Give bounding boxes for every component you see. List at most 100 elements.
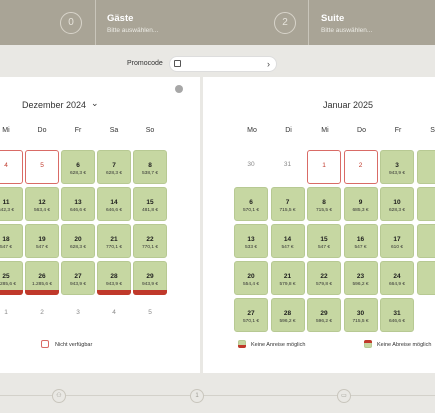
calendar-day[interactable]: 27 570,1 €: [234, 298, 268, 332]
calendar-day[interactable]: 16 547 €: [343, 224, 378, 258]
calendar-day[interactable]: 1: [307, 150, 341, 184]
calendar-day[interactable]: 13 533 €: [234, 224, 268, 258]
calendar-day[interactable]: 20 554,4 €: [234, 261, 268, 295]
day-number: 14: [110, 199, 118, 206]
calendar-day[interactable]: 30 715,5 €: [343, 298, 378, 332]
calendar-day[interactable]: 19 547 €: [25, 224, 59, 258]
day-price: 646,6 €: [105, 208, 122, 213]
step-suite[interactable]: Suite Bitte auswählen...: [309, 0, 435, 45]
calendar-day[interactable]: 28 596,2 €: [270, 298, 305, 332]
promocode-input[interactable]: ›: [169, 56, 277, 72]
day-number: 20: [74, 236, 82, 243]
calendar-day: 2: [25, 298, 59, 332]
calendar-day[interactable]: 12 563,4 €: [25, 187, 59, 221]
weekday-label: So: [145, 127, 155, 134]
calendar-day[interactable]: 28 943,9 €: [97, 261, 131, 295]
calendar-day[interactable]: 17 610 €: [380, 224, 414, 258]
step-guests[interactable]: Gäste Bitte auswählen... 2: [96, 0, 308, 45]
day-number: 13: [74, 199, 82, 206]
day-price: 664,9 €: [388, 282, 405, 287]
day-price: 943,9 €: [69, 282, 86, 287]
calendar-day[interactable]: 2: [343, 150, 378, 184]
calendar-day[interactable]: 18 547 €: [0, 224, 23, 258]
day-price: 547 €: [35, 245, 48, 250]
day-number: 4: [112, 309, 116, 316]
calendar-day[interactable]: 14 547 €: [270, 224, 305, 258]
calendar-day[interactable]: 29 596,2 €: [307, 298, 341, 332]
day-number: 8: [322, 199, 326, 206]
calendar-day[interactable]: 4: [0, 150, 23, 184]
day-price: 1.285,6 €: [31, 282, 52, 287]
day-number: 30: [356, 310, 365, 317]
calendar-day[interactable]: 10 628,3 €: [380, 187, 414, 221]
bottom-progress-line: [0, 395, 435, 396]
weekday-label: Mi: [321, 127, 329, 134]
weekday-label: Do: [357, 127, 366, 134]
legend-no-departure-label: Keine Abreise möglich: [377, 342, 432, 348]
chevron-right-icon[interactable]: ›: [267, 59, 270, 69]
day-price: 554,4 €: [242, 282, 259, 287]
calendar-day[interactable]: [416, 150, 435, 184]
calendar-day[interactable]: 27 943,9 €: [61, 261, 95, 295]
calendar-day[interactable]: 13 646,6 €: [61, 187, 95, 221]
guests-step-icon[interactable]: ⚇: [52, 389, 66, 403]
day-number: 1: [4, 309, 8, 316]
calendar-day[interactable]: 20 628,3 €: [61, 224, 95, 258]
calendar-day[interactable]: 5: [25, 150, 59, 184]
chevron-down-icon[interactable]: ⌄: [91, 98, 99, 108]
calendar-day[interactable]: 11 542,3 €: [0, 187, 23, 221]
day-number: 21: [110, 236, 118, 243]
calendar-day[interactable]: 15 481,8 €: [133, 187, 167, 221]
day-number: 24: [393, 273, 401, 280]
bed-step-icon[interactable]: 1: [190, 389, 204, 403]
calendar-day[interactable]: 22 770,1 €: [133, 224, 167, 258]
calendar-day[interactable]: 21 770,1 €: [97, 224, 131, 258]
day-price: 715,5 €: [352, 319, 369, 324]
day-number: 21: [283, 273, 292, 280]
day-number: 10: [393, 199, 401, 206]
step-dates[interactable]: 0: [0, 0, 95, 45]
calendar-day[interactable]: 14 646,6 €: [97, 187, 131, 221]
day-price: 579,8 €: [279, 282, 296, 287]
calendar-day[interactable]: 8 538,7 €: [133, 150, 167, 184]
calendar-day[interactable]: 7 715,5 €: [270, 187, 305, 221]
weekday-label: Di: [285, 127, 292, 134]
day-number: 6: [76, 162, 80, 169]
calendar-day[interactable]: [416, 187, 435, 221]
calendar-day[interactable]: 23 596,2 €: [343, 261, 378, 295]
calendar-day[interactable]: [416, 224, 435, 258]
day-number: 2: [40, 309, 44, 316]
calendar-day[interactable]: 26 1.285,6 €: [25, 261, 59, 295]
calendar-day[interactable]: [416, 261, 435, 295]
calendar-day[interactable]: 8 715,5 €: [307, 187, 341, 221]
day-price: 1.285,6 €: [0, 282, 16, 287]
legend-no-departure-swatch: [364, 340, 372, 348]
calendar-day[interactable]: 21 579,8 €: [270, 261, 305, 295]
day-number: 15: [320, 236, 328, 243]
calendar-day[interactable]: 3 943,9 €: [380, 150, 414, 184]
day-price: 542,3 €: [0, 208, 14, 213]
calendar-day[interactable]: 9 685,3 €: [343, 187, 378, 221]
calendar-day[interactable]: 24 664,9 €: [380, 261, 414, 295]
calendar-day[interactable]: 15 547 €: [307, 224, 341, 258]
day-price: 579,8 €: [315, 282, 332, 287]
summary-step-icon[interactable]: ▭: [337, 389, 351, 403]
legend-no-arrival-swatch: [238, 340, 246, 348]
calendar-day[interactable]: 29 943,9 €: [133, 261, 167, 295]
day-number: 27: [74, 273, 82, 280]
calendar-day[interactable]: 6 628,3 €: [61, 150, 95, 184]
calendar-day[interactable]: 31 646,6 €: [380, 298, 414, 332]
day-price: 770,1 €: [141, 245, 158, 250]
day-price: 943,9 €: [105, 282, 122, 287]
day-number: 27: [247, 310, 255, 317]
day-number: 7: [285, 199, 290, 206]
calendar-day[interactable]: 6 570,1 €: [234, 187, 268, 221]
calendar-day: 4: [97, 298, 131, 332]
booking-steps-bar: 0 Gäste Bitte auswählen... 2 Suite Bitte…: [0, 0, 435, 45]
day-price: 596,2 €: [279, 319, 296, 324]
calendar-day[interactable]: 22 579,8 €: [307, 261, 341, 295]
calendar-day[interactable]: 7 628,3 €: [97, 150, 131, 184]
calendar-day[interactable]: 25 1.285,6 €: [0, 261, 23, 295]
day-number: 29: [146, 273, 154, 280]
weekday-label: Mo: [247, 127, 257, 134]
